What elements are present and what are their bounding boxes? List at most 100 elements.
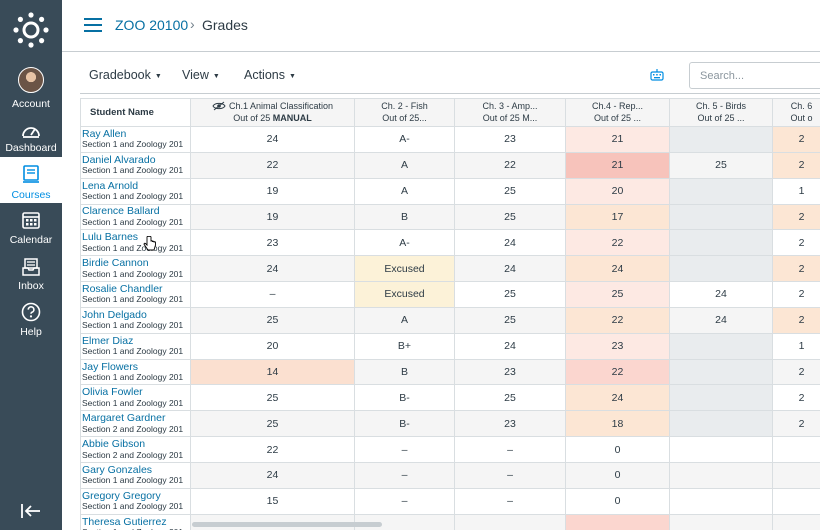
grade-cell[interactable]: 20 bbox=[565, 177, 670, 205]
grade-cell[interactable]: 22 bbox=[454, 151, 566, 179]
grade-cell[interactable] bbox=[454, 513, 566, 530]
grade-cell[interactable]: 24 bbox=[669, 306, 773, 334]
grade-cell[interactable]: 25 bbox=[190, 384, 355, 412]
grade-cell[interactable]: 2 bbox=[772, 255, 820, 283]
grade-cell[interactable]: 23 bbox=[454, 410, 566, 438]
grade-cell[interactable] bbox=[772, 436, 820, 463]
grade-cell[interactable] bbox=[669, 410, 773, 438]
grade-cell[interactable]: 24 bbox=[190, 126, 355, 153]
student-name-link[interactable]: Daniel Alvarado bbox=[82, 153, 156, 166]
grade-cell[interactable]: 21 bbox=[565, 126, 670, 153]
grade-cell[interactable] bbox=[669, 461, 773, 489]
grade-cell[interactable]: 25 bbox=[454, 306, 566, 334]
grade-cell[interactable]: 2 bbox=[772, 151, 820, 179]
assignment-header[interactable]: Ch.4 - Rep... Out of 25 ... bbox=[565, 98, 670, 127]
grade-cell[interactable]: 25 bbox=[454, 281, 566, 308]
grade-cell[interactable]: 0 bbox=[565, 461, 670, 489]
grade-cell[interactable]: 22 bbox=[565, 229, 670, 257]
grade-cell[interactable] bbox=[669, 203, 773, 231]
grade-cell[interactable]: 2 bbox=[772, 229, 820, 257]
horizontal-scrollbar[interactable] bbox=[192, 522, 382, 527]
grade-cell[interactable]: – bbox=[354, 436, 455, 463]
grade-cell[interactable]: 22 bbox=[190, 436, 355, 463]
grade-cell[interactable]: 1 bbox=[772, 332, 820, 360]
grade-cell[interactable]: 15 bbox=[190, 487, 355, 515]
assignment-header[interactable]: Ch.1 Animal Classification Out of 25 MAN… bbox=[190, 98, 355, 127]
grade-cell[interactable]: B bbox=[354, 358, 455, 386]
grade-cell[interactable]: 25 bbox=[190, 410, 355, 438]
student-name-link[interactable]: Birdie Cannon bbox=[82, 257, 149, 270]
grade-cell[interactable]: 2 bbox=[772, 358, 820, 386]
search-input[interactable]: Search... bbox=[689, 62, 820, 89]
grade-cell[interactable]: 25 bbox=[454, 177, 566, 205]
grade-cell[interactable]: 0 bbox=[565, 487, 670, 515]
grade-cell[interactable]: 23 bbox=[565, 332, 670, 360]
gradebook-menu[interactable]: Gradebook ▼ bbox=[89, 68, 162, 82]
grade-cell[interactable]: Excused bbox=[354, 255, 455, 283]
grade-cell[interactable] bbox=[772, 461, 820, 489]
grade-cell[interactable]: – bbox=[354, 487, 455, 515]
assignment-header[interactable]: Ch. 3 - Amp... Out of 25 M... bbox=[454, 98, 566, 127]
student-name-link[interactable]: Lena Arnold bbox=[82, 179, 139, 192]
grade-cell[interactable] bbox=[669, 487, 773, 515]
grade-cell[interactable]: 24 bbox=[190, 461, 355, 489]
nav-help[interactable]: Help bbox=[0, 296, 62, 340]
canvas-logo-icon[interactable] bbox=[13, 12, 49, 48]
grade-cell[interactable]: 25 bbox=[565, 281, 670, 308]
grade-cell[interactable]: 22 bbox=[565, 358, 670, 386]
grade-cell[interactable]: B bbox=[354, 203, 455, 231]
grade-cell[interactable]: – bbox=[454, 436, 566, 463]
student-name-link[interactable]: Elmer Diaz bbox=[82, 334, 134, 347]
grade-cell[interactable]: 19 bbox=[190, 203, 355, 231]
grade-cell[interactable] bbox=[669, 436, 773, 463]
grade-cell[interactable] bbox=[669, 358, 773, 386]
grade-cell[interactable]: 2 bbox=[772, 203, 820, 231]
grade-cell[interactable]: 2 bbox=[772, 410, 820, 438]
grade-cell[interactable]: 23 bbox=[190, 229, 355, 257]
grade-cell[interactable] bbox=[669, 332, 773, 360]
grade-cell[interactable]: B- bbox=[354, 410, 455, 438]
grade-cell[interactable]: 24 bbox=[669, 281, 773, 308]
grade-cell[interactable] bbox=[565, 513, 670, 530]
grade-cell[interactable]: 18 bbox=[565, 410, 670, 438]
student-name-link[interactable]: Margaret Gardner bbox=[82, 412, 166, 425]
grade-cell[interactable] bbox=[669, 177, 773, 205]
grade-cell[interactable]: A bbox=[354, 151, 455, 179]
grade-cell[interactable]: 25 bbox=[669, 151, 773, 179]
nav-dashboard[interactable]: Dashboard bbox=[0, 114, 62, 156]
grade-cell[interactable]: 24 bbox=[565, 384, 670, 412]
grade-cell[interactable]: 1 bbox=[772, 177, 820, 205]
student-name-link[interactable]: Lulu Barnes bbox=[82, 231, 139, 244]
keyboard-shortcuts-icon[interactable] bbox=[650, 69, 664, 81]
nav-courses[interactable]: Courses bbox=[0, 157, 62, 203]
grade-cell[interactable]: 23 bbox=[454, 358, 566, 386]
grade-cell[interactable]: 24 bbox=[565, 255, 670, 283]
grade-cell[interactable]: 17 bbox=[565, 203, 670, 231]
actions-menu[interactable]: Actions ▼ bbox=[244, 68, 296, 82]
breadcrumb-course-link[interactable]: ZOO 20100 bbox=[115, 17, 189, 33]
grade-cell[interactable]: 21 bbox=[565, 151, 670, 179]
grade-cell[interactable]: 19 bbox=[190, 177, 355, 205]
grade-cell[interactable]: B+ bbox=[354, 332, 455, 360]
grade-cell[interactable]: 25 bbox=[454, 384, 566, 412]
student-name-link[interactable]: John Delgado bbox=[82, 308, 147, 321]
grade-cell[interactable] bbox=[669, 229, 773, 257]
collapse-nav-icon[interactable] bbox=[20, 503, 42, 519]
grade-cell[interactable]: 24 bbox=[190, 255, 355, 283]
grade-cell[interactable]: 24 bbox=[454, 332, 566, 360]
student-name-link[interactable]: Ray Allen bbox=[82, 127, 127, 140]
grade-cell[interactable]: 2 bbox=[772, 384, 820, 412]
grade-cell[interactable] bbox=[772, 513, 820, 530]
assignment-header[interactable]: Ch. 5 - Birds Out of 25 ... bbox=[669, 98, 773, 127]
view-menu[interactable]: View ▼ bbox=[182, 68, 220, 82]
grade-cell[interactable] bbox=[669, 384, 773, 412]
grade-cell[interactable]: A- bbox=[354, 126, 455, 153]
grade-cell[interactable]: 20 bbox=[190, 332, 355, 360]
grade-cell[interactable]: – bbox=[354, 461, 455, 489]
grade-cell[interactable]: A bbox=[354, 177, 455, 205]
grade-cell[interactable] bbox=[669, 513, 773, 530]
grade-cell[interactable]: B- bbox=[354, 384, 455, 412]
grade-cell[interactable]: 2 bbox=[772, 306, 820, 334]
nav-account[interactable]: Account bbox=[0, 62, 62, 112]
nav-calendar[interactable]: Calendar bbox=[0, 204, 62, 248]
